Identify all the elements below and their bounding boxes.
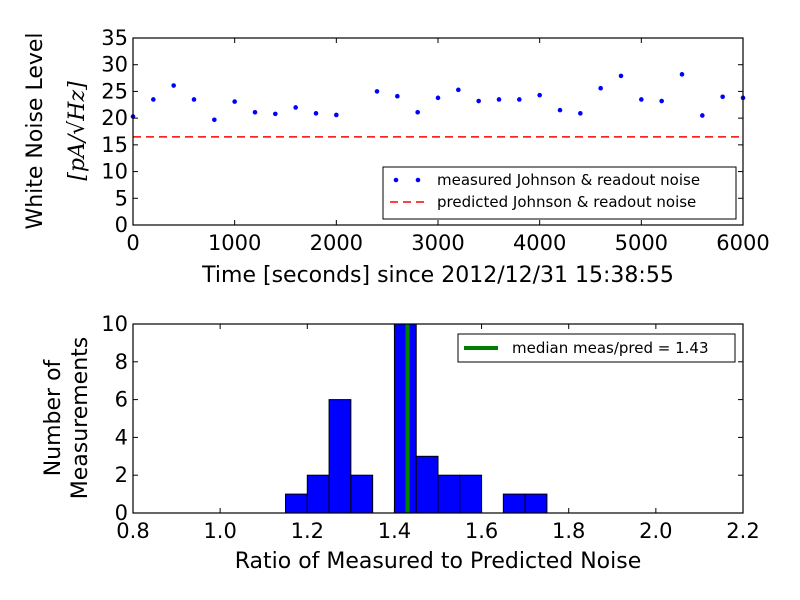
histogram-bar	[285, 493, 308, 514]
bottom-y-tick-label: 6	[115, 388, 128, 412]
noise-timeseries-chart: 0 1000 2000 3000 4000 5000 6000 05101520253035…	[23, 26, 770, 288]
measured-point	[679, 72, 685, 77]
bottom-y-tick-label: 4	[115, 425, 128, 449]
measured-point	[476, 98, 481, 104]
histogram-bar	[415, 455, 439, 514]
top-y-tick-label: 30	[101, 53, 128, 77]
measured-point	[273, 111, 278, 117]
legend-measured-marker	[415, 177, 421, 183]
top-x-tick-label: 4000	[513, 231, 566, 255]
measured-point	[720, 94, 725, 100]
top-x-tick-label: 5000	[615, 231, 668, 255]
histogram-bar	[437, 474, 461, 514]
top-x-tick-label: 6000	[716, 231, 769, 255]
bottom-x-tick-label: 1.8	[552, 519, 585, 543]
top-legend-box	[382, 166, 737, 220]
top-x-ticks: 0 1000 2000 3000 4000 5000 6000	[126, 38, 770, 255]
top-legend: measured Johnson & readout noise predict…	[382, 166, 737, 220]
ratio-histogram-chart: 0.8 1.0 1.2 1.4 1.6 1.8 2.0 2.2 0 2 4 6 8 10 Ratio o…	[41, 312, 760, 574]
measured-point	[456, 87, 461, 93]
top-y-axis-label-line2: [pA/√Hz]	[65, 81, 90, 181]
top-y-tick-label: 5	[115, 186, 128, 210]
top-y-tick-label: 35	[101, 26, 128, 50]
measured-point	[598, 85, 603, 91]
top-y-axis-label-line1: White Noise Level	[23, 32, 48, 229]
measured-point	[537, 92, 542, 98]
legend-measured-label: measured Johnson & readout noise	[437, 171, 700, 189]
top-x-tick-label: 3000	[411, 231, 464, 255]
histogram-bar	[524, 493, 548, 514]
measured-point	[212, 117, 217, 123]
top-x-tick-label: 2000	[310, 231, 363, 255]
bottom-x-axis-label: Ratio of Measured to Predicted Noise	[235, 549, 642, 574]
measured-point	[293, 105, 298, 110]
bottom-x-tick-label: 0.8	[116, 519, 149, 543]
top-y-tick-label: 0	[115, 213, 128, 237]
measured-point	[415, 109, 420, 115]
histogram-bar	[459, 474, 483, 514]
top-y-tick-label: 20	[101, 106, 128, 130]
histogram-bar	[350, 474, 374, 514]
bottom-y-tick-label: 0	[115, 501, 128, 525]
measured-point	[700, 113, 705, 118]
top-y-tick-label: 15	[101, 133, 128, 157]
legend-measured-marker	[393, 177, 399, 183]
measured-point	[618, 73, 624, 79]
bottom-x-ticks: 0.8 1.0 1.2 1.4 1.6 1.8 2.0 2.2	[116, 324, 760, 543]
top-x-axis-label: Time [seconds] since 2012/12/31 15:38:55	[201, 263, 674, 288]
measured-point	[395, 93, 400, 99]
measured-point	[517, 97, 522, 102]
bottom-x-tick-label: 1.2	[291, 519, 324, 543]
bottom-legend-box	[457, 333, 736, 363]
measured-point	[334, 112, 339, 118]
top-x-tick-label: 0	[126, 231, 139, 255]
measured-point	[496, 97, 502, 102]
bottom-y-tick-label: 2	[115, 463, 128, 487]
bottom-y-axis-label-line1: Number of	[41, 358, 66, 476]
histogram-bar	[328, 399, 352, 514]
measured-point	[639, 97, 644, 102]
bottom-y-tick-label: 8	[115, 350, 128, 374]
measured-point	[191, 97, 197, 102]
bottom-x-tick-label: 2.2	[726, 519, 759, 543]
measured-point	[171, 83, 176, 88]
bottom-legend: median meas/pred = 1.43	[457, 333, 736, 363]
histogram-bar	[306, 474, 330, 514]
bottom-plot-frame	[132, 323, 744, 514]
bottom-y-tick-label: 10	[101, 312, 128, 336]
bottom-x-tick-label: 1.6	[465, 519, 498, 543]
histogram-bar	[502, 493, 526, 514]
top-x-tick-label: 1000	[208, 231, 261, 255]
measured-point	[151, 97, 156, 102]
bottom-y-axis-label-line2: Measurements	[68, 337, 93, 500]
measured-point	[374, 89, 380, 94]
histogram-bar	[393, 323, 417, 514]
legend-median-label: median meas/pred = 1.43	[512, 339, 709, 357]
legend-predicted-label: predicted Johnson & readout noise	[437, 193, 696, 211]
measured-points	[130, 72, 746, 123]
measured-point	[659, 98, 664, 104]
top-y-tick-label: 10	[101, 160, 128, 184]
bottom-x-tick-label: 1.4	[378, 519, 411, 543]
bottom-x-tick-label: 1.0	[203, 519, 236, 543]
measured-point	[557, 107, 563, 113]
bottom-y-ticks: 0 2 4 6 8 10	[101, 312, 743, 525]
measured-point	[252, 109, 258, 115]
measured-point	[578, 111, 583, 116]
measured-point	[232, 99, 237, 104]
measured-point	[435, 95, 441, 101]
measured-point	[313, 111, 319, 116]
top-y-tick-label: 25	[101, 79, 128, 103]
bottom-x-tick-label: 2.0	[639, 519, 672, 543]
